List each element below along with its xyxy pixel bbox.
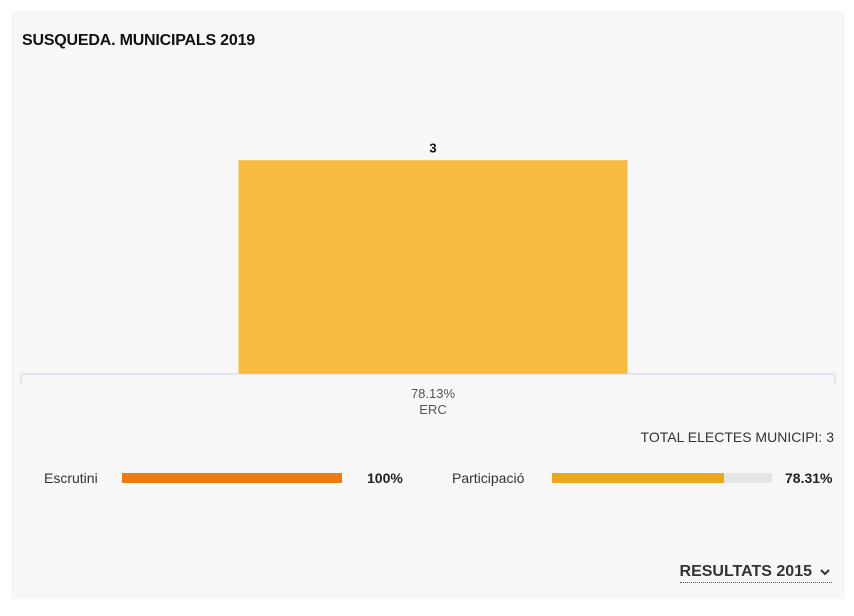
bar-value-label: 3 bbox=[429, 140, 436, 155]
bar-chart: 3 78.13%ERC bbox=[20, 140, 836, 417]
results-card: SUSQUEDA. MUNICIPALS 2019 3 78.13% ERC TOT… bbox=[11, 11, 845, 599]
category-percentage-label: 78.13% bbox=[411, 386, 456, 401]
chart-title: SUSQUEDA. MUNICIPALS 2019 bbox=[22, 32, 255, 49]
escrutini-value: 100% bbox=[367, 470, 403, 486]
results-2015-link[interactable]: RESULTATS 2015 bbox=[679, 563, 832, 583]
escrutini-label: Escrutini bbox=[44, 470, 98, 486]
participacio-label: Participació bbox=[452, 470, 525, 486]
escrutini-bar bbox=[122, 473, 342, 483]
participacio-bar-fill bbox=[552, 473, 725, 483]
bar-erc bbox=[238, 160, 628, 374]
chevron-down-icon bbox=[820, 569, 830, 576]
total-councillors: TOTAL ELECTES MUNICIPI: 3 bbox=[640, 429, 834, 445]
participacio-bar bbox=[552, 473, 772, 483]
escrutini-bar-fill bbox=[122, 473, 342, 483]
results-2015-label: RESULTATS 2015 bbox=[679, 563, 812, 580]
participacio-value: 78.31% bbox=[785, 470, 833, 486]
category-label: ERC bbox=[419, 402, 446, 417]
